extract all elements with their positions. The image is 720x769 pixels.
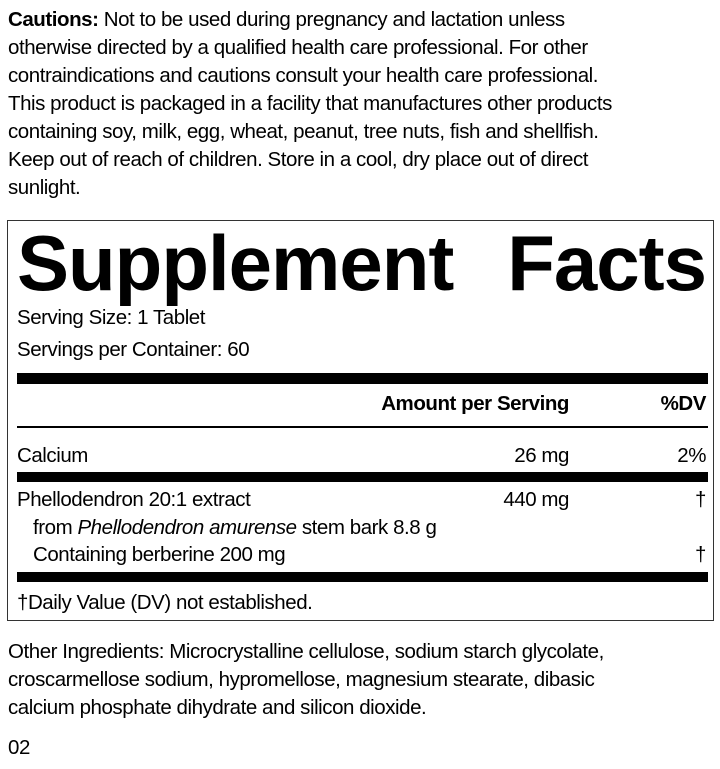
berberine-dv: † xyxy=(695,543,706,566)
cautions-line: Keep out of reach of children. Store in … xyxy=(8,148,588,171)
title-word: Supplement xyxy=(17,219,454,307)
other-ingredients-line: calcium phosphate dihydrate and silicon … xyxy=(8,696,427,719)
source-prefix: from xyxy=(33,516,78,539)
phellodendron-dv: † xyxy=(695,488,706,511)
divider-thick xyxy=(17,373,708,384)
cautions-label: Cautions: xyxy=(8,8,99,31)
cautions-line: contraindications and cautions consult y… xyxy=(8,64,599,87)
other-ingredients-line: croscarmellose sodium, hypromellose, mag… xyxy=(8,668,595,691)
divider-thin xyxy=(17,426,708,428)
servings-per-container: Servings per Container: 60 xyxy=(17,338,250,361)
divider-thick xyxy=(17,472,708,482)
header-amount: Amount per Serving xyxy=(381,392,569,415)
phellodendron-source: from Phellodendron amurense stem bark 8.… xyxy=(33,514,437,542)
calcium-amount: 26 mg xyxy=(514,444,569,467)
supplement-facts-panel xyxy=(7,220,714,621)
footnote: †Daily Value (DV) not established. xyxy=(17,591,313,614)
cautions-line: sunlight. xyxy=(8,176,81,199)
divider-thick xyxy=(17,572,708,582)
berberine-content: Containing berberine 200 mg xyxy=(33,543,286,566)
cautions-line: otherwise directed by a qualified health… xyxy=(8,36,588,59)
phellodendron-name: Phellodendron 20:1 extract xyxy=(17,488,251,511)
species-name: Phellodendron amurense xyxy=(77,516,297,539)
title-word: Facts xyxy=(507,219,707,307)
other-ingredients-line: Other Ingredients: Microcrystalline cell… xyxy=(8,640,604,663)
cautions-line: Not to be used during pregnancy and lact… xyxy=(98,8,565,31)
cautions-line: This product is packaged in a facility t… xyxy=(8,92,612,115)
calcium-name: Calcium xyxy=(17,444,88,467)
cautions-line: containing soy, milk, egg, wheat, peanut… xyxy=(8,120,599,143)
cautions-text: Cautions: Not to be used during pregnanc… xyxy=(8,6,612,202)
label-code: 02 xyxy=(8,736,30,759)
calcium-dv: 2% xyxy=(677,444,706,467)
panel-title: Supplement Facts xyxy=(17,218,707,308)
other-ingredients: Other Ingredients: Microcrystalline cell… xyxy=(8,638,604,722)
header-dv: %DV xyxy=(660,392,707,415)
phellodendron-amount: 440 mg xyxy=(503,488,569,511)
serving-size: Serving Size: 1 Tablet xyxy=(17,306,206,329)
source-suffix: stem bark 8.8 g xyxy=(296,516,437,539)
